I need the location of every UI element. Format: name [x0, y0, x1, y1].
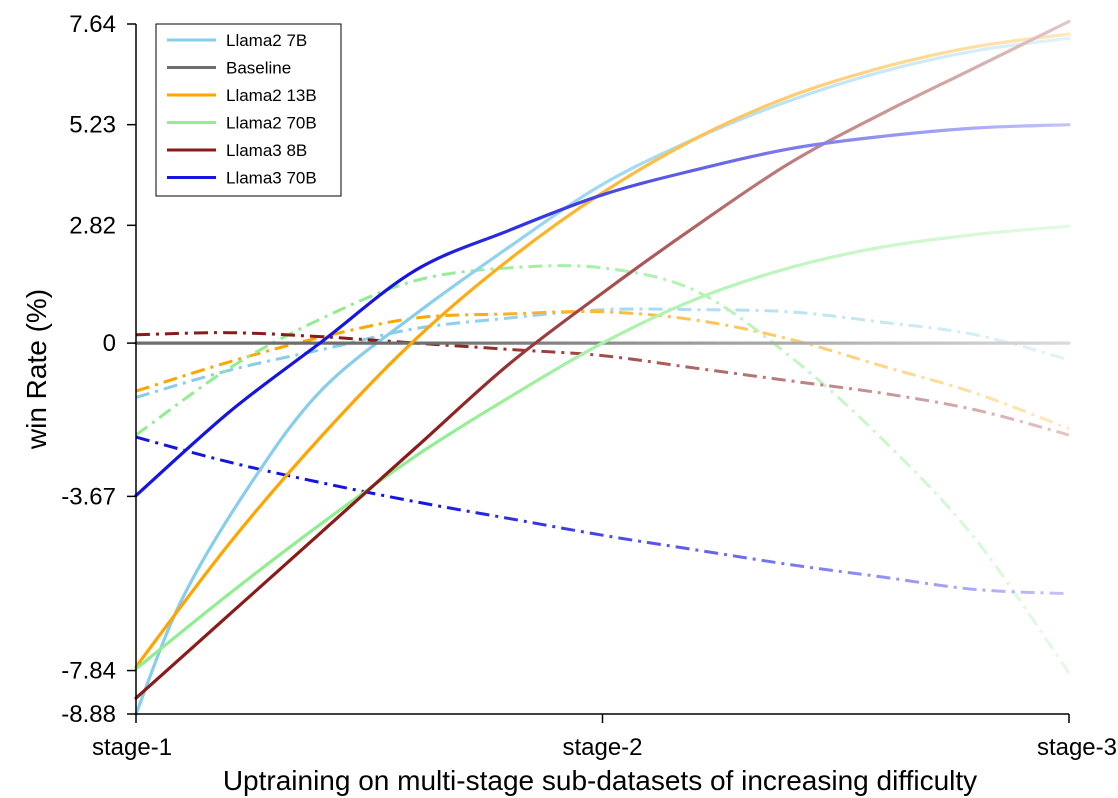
legend-label: Llama3 70B: [226, 169, 317, 188]
y-tick-label: -7.84: [61, 658, 116, 685]
x-tick-label: stage-1: [92, 734, 172, 761]
x-axis-title: Uptraining on multi-stage sub-datasets o…: [223, 765, 977, 796]
y-tick-label: 5.23: [69, 112, 116, 139]
y-tick-label: 0: [103, 330, 116, 357]
legend: Llama2 7B Baseline Llama2 13B Llama2 70B Lla…: [155, 23, 342, 197]
y-axis-title: win Rate (%): [21, 289, 52, 450]
series-llama2-70b-line: [134, 224, 1071, 671]
y-tick-label: 7.64: [69, 11, 116, 38]
x-tick-label: stage-3: [1037, 734, 1117, 761]
legend-label: Llama3 8B: [226, 141, 307, 160]
legend-box: [155, 23, 342, 197]
y-tick-label: -3.67: [61, 483, 116, 510]
series-llama3-70b-dashdot-line: [135, 435, 1070, 596]
x-tick-label: stage-2: [562, 734, 642, 761]
legend-items: Llama2 7B Baseline Llama2 13B Llama2 70B Lla…: [167, 31, 317, 188]
y-tick-label: 2.82: [69, 212, 116, 239]
legend-label: Baseline: [226, 59, 291, 78]
series-llama2-70b-dashdot-line: [135, 264, 1071, 674]
y-tick-label: -8.88: [61, 701, 116, 728]
series-llama3-8b-line: [134, 19, 1071, 700]
plot-lines: [134, 19, 1071, 716]
series-llama2-7b-dashdot-line: [135, 307, 1070, 399]
series-llama3-8b-dashdot-line: [135, 331, 1070, 437]
legend-label: Llama2 7B: [226, 31, 307, 50]
legend-label: Llama2 13B: [226, 86, 317, 105]
legend-label: Llama2 70B: [226, 114, 317, 133]
series-llama2-7b-line: [134, 36, 1071, 716]
series-llama2-13b-line: [134, 32, 1071, 669]
x-ticks: stage-1 stage-2 stage-3: [92, 714, 1117, 761]
series-llama3-70b-line: [134, 123, 1071, 498]
y-ticks: 7.64 5.23 2.82 0 -3.67 -7.84 -8.88: [61, 11, 136, 728]
